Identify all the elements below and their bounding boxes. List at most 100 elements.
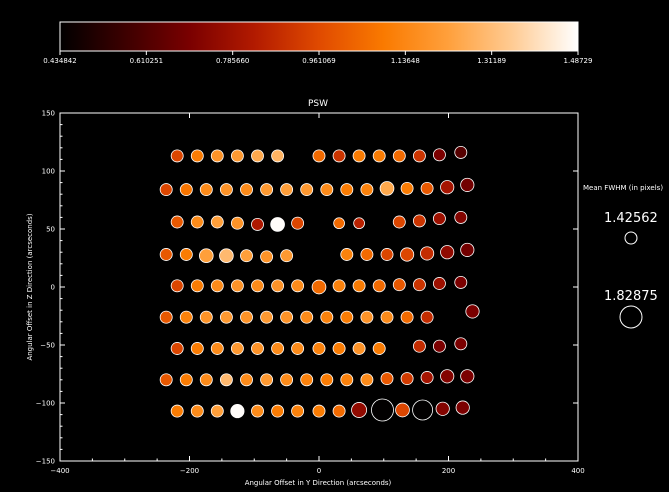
data-point bbox=[454, 275, 468, 289]
data-point bbox=[300, 373, 314, 387]
data-point bbox=[271, 342, 285, 355]
data-point bbox=[198, 248, 214, 264]
data-point bbox=[179, 248, 193, 261]
data-point bbox=[455, 400, 470, 415]
data-point bbox=[159, 373, 173, 387]
data-point bbox=[300, 183, 314, 197]
data-point bbox=[371, 398, 394, 422]
data-point bbox=[291, 216, 305, 230]
data-point bbox=[219, 310, 233, 324]
data-point bbox=[352, 279, 366, 293]
data-point bbox=[219, 373, 233, 387]
y-axis-label: Angular Offset in Z Direction (arcsecond… bbox=[26, 213, 34, 360]
data-point bbox=[170, 215, 184, 229]
data-point bbox=[170, 342, 184, 355]
data-point bbox=[380, 248, 394, 261]
data-point bbox=[270, 217, 285, 232]
data-point bbox=[210, 342, 224, 355]
data-point bbox=[360, 373, 374, 387]
data-point bbox=[395, 402, 410, 418]
data-point bbox=[340, 183, 354, 197]
data-point bbox=[332, 342, 346, 355]
data-point bbox=[179, 373, 193, 387]
data-point bbox=[271, 404, 285, 418]
data-point bbox=[340, 373, 354, 387]
data-point bbox=[159, 183, 173, 197]
colorbar: 0.434842 0.610251 0.785660 0.961069 1.13648 1… bbox=[43, 21, 592, 65]
data-point bbox=[420, 246, 435, 261]
data-point bbox=[420, 181, 434, 195]
data-point bbox=[251, 149, 264, 163]
data-point bbox=[465, 304, 480, 319]
data-point bbox=[230, 404, 245, 419]
data-point bbox=[190, 342, 204, 355]
data-point bbox=[271, 149, 285, 163]
data-point bbox=[240, 249, 253, 263]
colorbar-tick-label: 0.961069 bbox=[302, 57, 335, 65]
data-point bbox=[340, 310, 354, 324]
colorbar-tick-label: 1.48729 bbox=[564, 57, 593, 65]
y-tick-label: 100 bbox=[42, 168, 55, 176]
data-point bbox=[412, 149, 426, 163]
data-point bbox=[460, 369, 475, 384]
data-point bbox=[199, 310, 213, 324]
data-point bbox=[320, 183, 334, 197]
data-point bbox=[251, 404, 264, 418]
x-tick-label: 0 bbox=[317, 467, 321, 475]
data-point bbox=[190, 149, 204, 163]
legend-entry-label: 1.42562 bbox=[604, 211, 658, 226]
data-point bbox=[210, 279, 224, 293]
data-point bbox=[353, 217, 365, 230]
data-point bbox=[333, 217, 345, 230]
data-point bbox=[412, 214, 426, 228]
data-points bbox=[159, 145, 480, 422]
data-point bbox=[280, 310, 294, 324]
data-point bbox=[372, 149, 386, 163]
plot-area: PSW −400 −200 0 200 400 −150 −100 −50 0 50 100 150… bbox=[26, 99, 585, 487]
data-point bbox=[260, 250, 274, 264]
chart-title: PSW bbox=[308, 99, 328, 109]
data-point bbox=[352, 149, 366, 163]
data-point bbox=[311, 279, 327, 295]
y-tick-label: −100 bbox=[36, 400, 55, 408]
data-point bbox=[412, 339, 426, 353]
data-point bbox=[159, 310, 173, 324]
data-point bbox=[179, 183, 193, 197]
data-point bbox=[219, 183, 233, 197]
data-point bbox=[360, 183, 374, 197]
x-axis-label: Angular Offset in Y Direction (arcsecond… bbox=[245, 479, 392, 487]
data-point bbox=[260, 183, 274, 197]
data-point bbox=[332, 279, 346, 293]
data-point bbox=[300, 310, 314, 324]
data-point bbox=[454, 210, 468, 224]
colorbar-gradient bbox=[59, 21, 579, 52]
y-tick-label: −50 bbox=[40, 342, 55, 350]
data-point bbox=[230, 149, 244, 163]
data-point bbox=[170, 279, 184, 293]
data-point bbox=[199, 373, 213, 387]
colorbar-ticks: 0.434842 0.610251 0.785660 0.961069 1.13648 1… bbox=[43, 51, 592, 65]
data-point bbox=[352, 342, 366, 355]
colorbar-tick-label: 0.610251 bbox=[130, 57, 163, 65]
data-point bbox=[271, 279, 285, 293]
data-point bbox=[240, 310, 253, 324]
data-point bbox=[432, 148, 446, 162]
x-tick-label: −200 bbox=[180, 467, 199, 475]
data-point bbox=[312, 342, 326, 355]
colorbar-tick-label: 1.13648 bbox=[391, 57, 420, 65]
data-point bbox=[251, 342, 264, 355]
data-point bbox=[400, 372, 414, 386]
colorbar-tick-label: 0.785660 bbox=[216, 57, 249, 65]
data-point bbox=[312, 149, 326, 163]
data-point bbox=[210, 404, 224, 418]
data-point bbox=[179, 310, 193, 324]
x-tick-label: 200 bbox=[442, 467, 455, 475]
data-point bbox=[392, 149, 406, 163]
data-point bbox=[420, 371, 434, 384]
data-point bbox=[280, 249, 294, 263]
x-tick-label: 400 bbox=[571, 467, 584, 475]
data-point bbox=[372, 342, 386, 355]
data-point bbox=[432, 339, 446, 353]
data-point bbox=[320, 373, 334, 387]
